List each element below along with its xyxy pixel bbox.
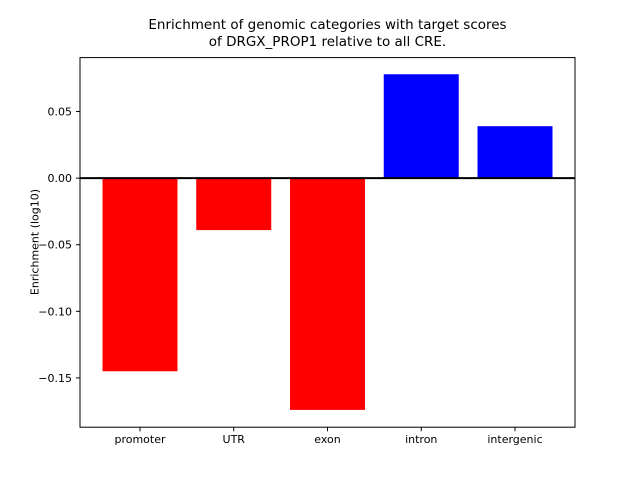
chart-title: Enrichment of genomic categories with ta… bbox=[80, 17, 575, 51]
bar-intron bbox=[383, 74, 459, 179]
y-tick-label: 0.05 bbox=[48, 106, 73, 119]
x-tick-label-intron: intron bbox=[405, 433, 437, 446]
y-tick-label: −0.10 bbox=[38, 305, 72, 318]
bar-exon bbox=[290, 178, 365, 410]
x-tick-label-intergenic: intergenic bbox=[487, 433, 542, 446]
chart-title-line-1: Enrichment of genomic categories with ta… bbox=[148, 17, 507, 33]
x-tick-label-exon: exon bbox=[314, 433, 340, 446]
x-tick-label-promoter: promoter bbox=[114, 433, 166, 446]
chart-title-line-2: of DRGX_PROP1 relative to all CRE. bbox=[208, 34, 447, 50]
y-tick-label: 0.00 bbox=[48, 172, 73, 185]
bar-intergenic bbox=[477, 126, 553, 179]
y-tick-label: −0.05 bbox=[38, 239, 72, 252]
bar-promoter bbox=[102, 178, 178, 372]
x-tick-label-UTR: UTR bbox=[223, 433, 246, 446]
bar-UTR bbox=[196, 178, 272, 231]
y-tick-label: −0.15 bbox=[38, 372, 72, 385]
